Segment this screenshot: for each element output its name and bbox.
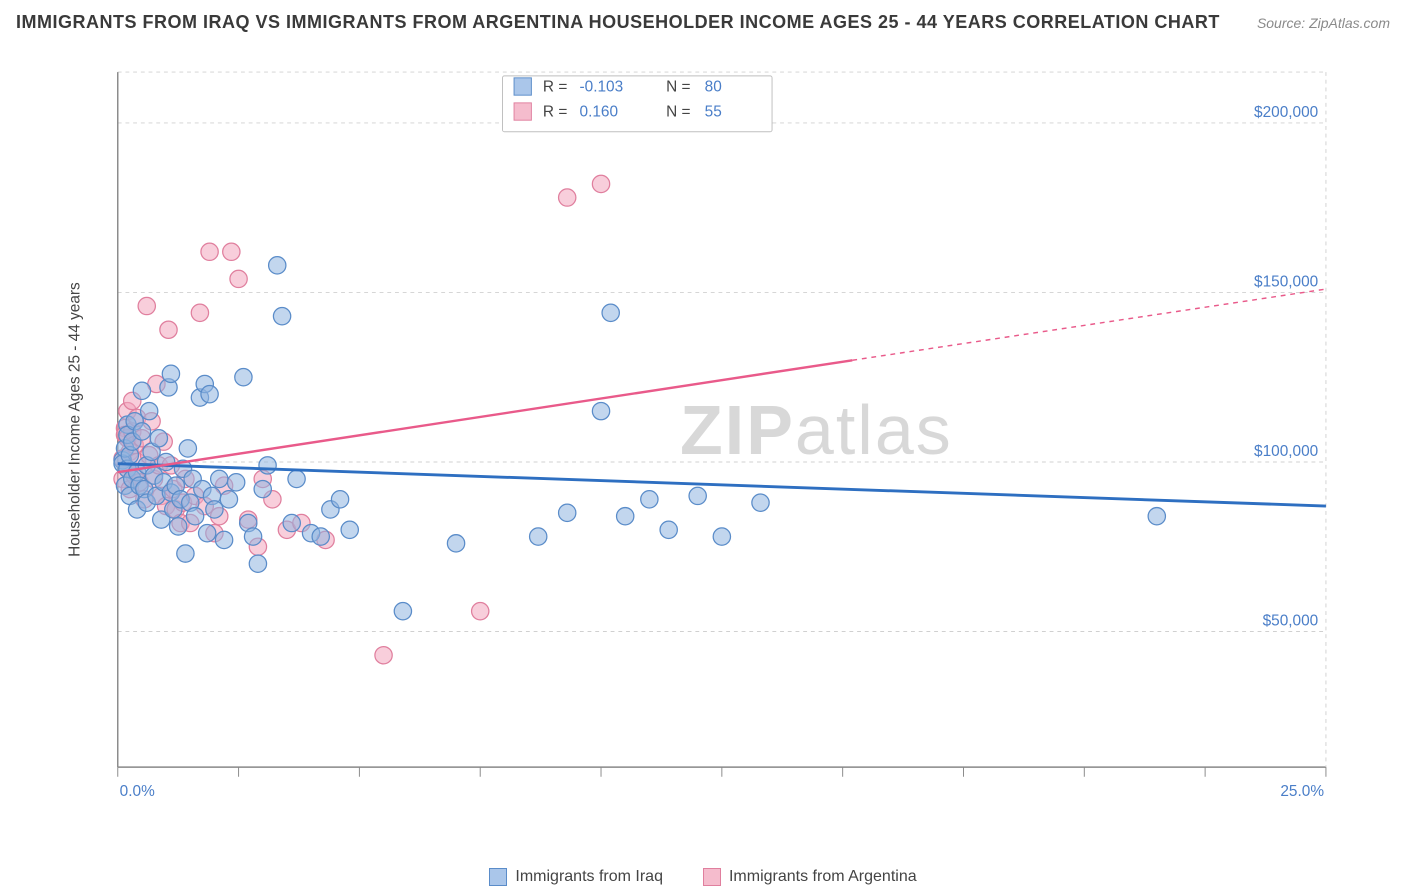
chart-area: $50,000 $100,000 $150,000 $200,000 0.0% 25.0%… (60, 50, 1350, 820)
svg-text:25.0%: 25.0% (1280, 783, 1324, 800)
svg-text:$100,000: $100,000 (1254, 443, 1318, 460)
legend-swatch-pink (703, 868, 721, 886)
svg-text:R =: R = (543, 78, 567, 95)
legend-swatch-blue (489, 868, 507, 886)
chart-title: IMMIGRANTS FROM IRAQ VS IMMIGRANTS FROM … (16, 12, 1220, 33)
svg-text:$50,000: $50,000 (1263, 613, 1319, 630)
svg-text:80: 80 (705, 78, 722, 95)
svg-text:N =: N = (666, 78, 690, 95)
svg-text:R =: R = (543, 103, 567, 120)
chart-header: IMMIGRANTS FROM IRAQ VS IMMIGRANTS FROM … (16, 12, 1390, 33)
legend-label-argentina: Immigrants from Argentina (729, 868, 917, 886)
legend-label-iraq: Immigrants from Iraq (515, 868, 663, 886)
bottom-legend: Immigrants from Iraq Immigrants from Arg… (0, 868, 1406, 886)
svg-text:0.160: 0.160 (580, 103, 619, 120)
svg-text:$150,000: $150,000 (1254, 274, 1318, 291)
legend-item-argentina: Immigrants from Argentina (703, 868, 917, 886)
scatter-plot: $50,000 $100,000 $150,000 $200,000 0.0% 25.0%… (60, 50, 1350, 820)
source-label: Source: ZipAtlas.com (1257, 15, 1390, 31)
svg-text:55: 55 (705, 103, 722, 120)
svg-text:-0.103: -0.103 (580, 78, 624, 95)
svg-text:0.0%: 0.0% (120, 783, 155, 800)
legend-item-iraq: Immigrants from Iraq (489, 868, 663, 886)
svg-text:N =: N = (666, 103, 690, 120)
svg-text:Householder Income Ages 25 - 4: Householder Income Ages 25 - 44 years (66, 282, 83, 557)
svg-text:$200,000: $200,000 (1254, 104, 1318, 121)
